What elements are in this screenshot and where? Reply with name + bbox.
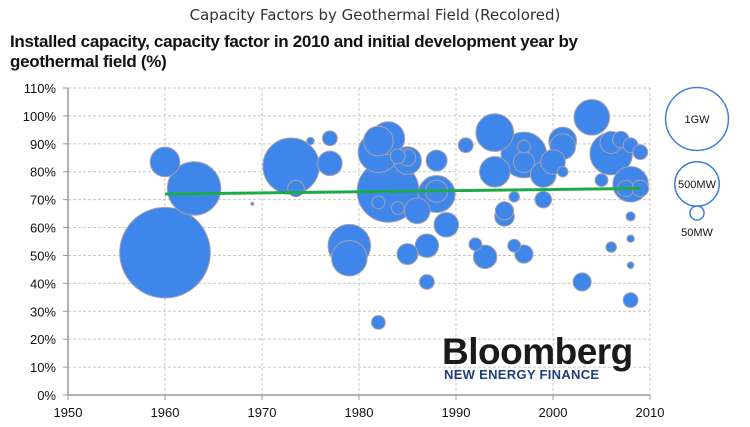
data-bubble — [403, 197, 431, 225]
data-bubble — [331, 240, 368, 277]
data-bubble — [371, 195, 386, 210]
axes: 0% 10% 20% 30% 40% 50% 60% 70% 80% 90% 100% 110% 195… — [23, 81, 665, 420]
y-tick-label: 90% — [30, 137, 56, 152]
y-tick-label: 100% — [23, 109, 57, 124]
data-bubble — [572, 272, 592, 292]
x-tick-label: 1990 — [442, 405, 471, 420]
data-bubble — [534, 190, 553, 209]
data-bubble — [605, 241, 617, 253]
data-bubble — [573, 99, 611, 136]
y-tick-label: 30% — [30, 304, 56, 319]
data-bubble — [626, 234, 635, 243]
x-tick-label: 2000 — [539, 405, 568, 420]
y-tick-label: 110% — [24, 81, 57, 96]
data-bubble — [457, 137, 474, 154]
data-bubble — [419, 274, 435, 290]
legend-circle — [689, 205, 705, 221]
legend-label: 500MW — [678, 179, 717, 191]
legend-label: 1GW — [684, 114, 710, 126]
data-bubble — [632, 144, 649, 161]
data-bubble — [414, 233, 440, 258]
logo-sub-text: NEW ENERGY FINANCE — [444, 367, 599, 382]
data-bubble — [390, 201, 405, 215]
trendline-group — [164, 186, 641, 196]
data-bubble — [468, 237, 483, 252]
data-bubble — [322, 130, 338, 147]
y-tick-label: 50% — [30, 248, 56, 263]
data-bubble — [479, 155, 511, 188]
data-bubble — [433, 211, 460, 238]
data-bubble — [512, 150, 535, 173]
y-tick-label: 20% — [30, 332, 56, 347]
x-tick-label: 1960 — [151, 405, 180, 420]
data-bubble — [396, 243, 419, 266]
data-bubble — [626, 261, 635, 270]
y-tick-label: 80% — [30, 165, 56, 180]
x-tick-label: 1970 — [248, 405, 277, 420]
data-bubble — [507, 238, 522, 253]
data-bubble — [119, 206, 211, 299]
data-bubble — [494, 201, 515, 221]
data-bubble — [149, 146, 181, 178]
data-bubble — [622, 292, 639, 309]
data-bubble — [306, 136, 315, 146]
page-title: Capacity Factors by Geothermal Field (Re… — [189, 6, 561, 24]
data-bubble — [166, 161, 222, 216]
x-tick-label: 2010 — [636, 405, 665, 420]
data-bubble — [475, 113, 515, 153]
data-bubble — [472, 244, 498, 270]
y-tick-label: 60% — [30, 221, 56, 236]
y-tick-label: 0% — [37, 388, 56, 403]
chart-title: Installed capacity, capacity factor in 2… — [10, 32, 578, 71]
y-tick-label: 70% — [30, 193, 56, 208]
data-bubble — [516, 139, 531, 154]
data-bubble — [287, 179, 305, 198]
logo-main-text: Bloomberg — [442, 331, 633, 372]
legend-circle — [664, 86, 730, 152]
size-legend: 1GW 500MW 50MW — [664, 86, 730, 239]
x-tick-label: 1980 — [345, 405, 374, 420]
data-bubble — [594, 173, 609, 188]
data-bubble — [508, 191, 520, 203]
y-tick-label: 40% — [30, 276, 56, 291]
data-bubble — [370, 315, 386, 330]
data-bubble — [389, 148, 406, 165]
legend-label: 50MW — [681, 227, 713, 239]
bloomberg-logo: Bloomberg NEW ENERGY FINANCE — [442, 331, 633, 382]
y-tick-label: 10% — [30, 360, 56, 375]
data-bubble — [625, 211, 636, 222]
x-tick-label: 1950 — [54, 405, 83, 420]
bubbles — [119, 99, 650, 330]
data-bubble — [250, 201, 255, 206]
data-bubble — [425, 149, 448, 172]
data-bubble — [556, 165, 569, 178]
data-bubble — [317, 150, 343, 177]
trendline — [164, 186, 641, 196]
data-bubble — [363, 125, 394, 157]
